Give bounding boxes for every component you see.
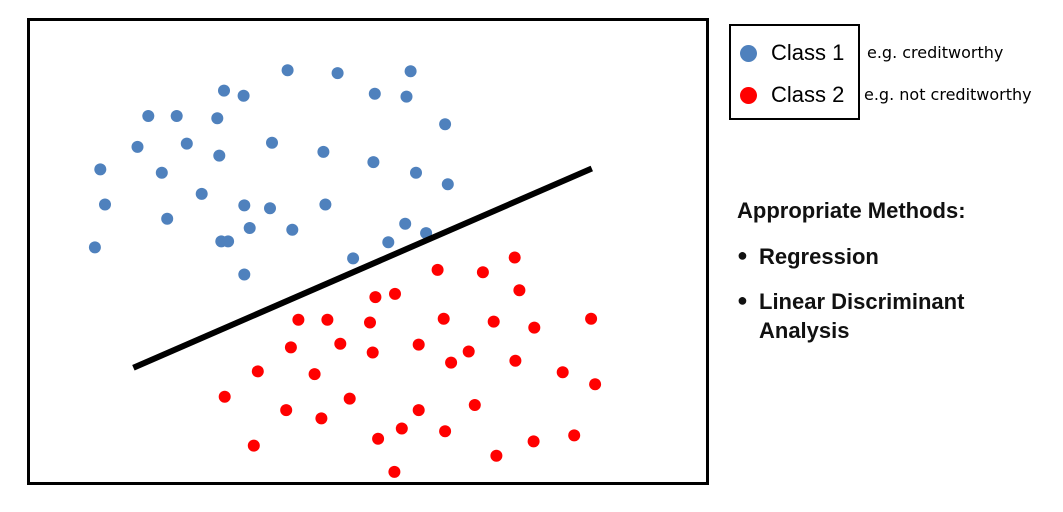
class-1-point	[368, 87, 381, 100]
class-2-point	[369, 291, 382, 304]
class-2-point	[315, 412, 328, 425]
class-1-point	[399, 217, 412, 230]
class-1-point	[410, 166, 422, 179]
class-1-point	[170, 110, 183, 122]
class-1-point	[161, 212, 174, 225]
class-1-point	[317, 145, 330, 158]
class-1-point	[441, 178, 454, 191]
class-2-point	[431, 263, 444, 276]
class-1-point	[439, 118, 452, 131]
class-1-point	[400, 90, 413, 103]
legend-marker-class-2	[740, 86, 757, 104]
class-2-point	[509, 354, 522, 367]
class-2-point	[585, 312, 598, 325]
class-1-point	[243, 222, 256, 234]
legend-label-class-2: Class 2	[771, 82, 845, 107]
class-2-point	[462, 345, 475, 358]
class-1-point	[142, 110, 155, 122]
class-2-point	[218, 390, 231, 403]
class-2-point	[364, 316, 376, 329]
class-2-point	[490, 449, 503, 462]
class-1-point	[131, 140, 144, 153]
class-1-point	[286, 223, 299, 236]
class-2-point	[389, 287, 401, 300]
class-1-point	[404, 65, 417, 78]
method-item-regression: ● Regression	[737, 242, 1039, 271]
class-2-point	[308, 368, 321, 381]
class-2-point	[468, 399, 481, 411]
class-2-point	[251, 365, 264, 378]
legend-label-class-1: Class 1	[771, 40, 845, 65]
class-2-point	[388, 465, 401, 478]
class-2-point	[568, 429, 581, 442]
class-1-point	[264, 202, 276, 215]
legend-note-class-1: e.g. creditworthy	[867, 43, 1004, 62]
class-1-point	[319, 198, 332, 211]
bullet-icon: ●	[737, 290, 748, 310]
bullet-icon: ●	[737, 245, 748, 265]
class-2-point	[528, 321, 541, 334]
class-2-point	[372, 432, 385, 445]
class-2-point	[513, 284, 526, 297]
method-label: Linear Discriminant Analysis	[759, 289, 965, 343]
legend: Class 1 Class 2	[729, 24, 860, 120]
class-1-point	[99, 198, 111, 211]
class-2-point	[412, 338, 425, 351]
methods-heading: Appropriate Methods:	[737, 198, 966, 223]
class-1-point	[94, 163, 107, 176]
class-2-point	[476, 266, 489, 279]
class-1-point	[88, 241, 101, 254]
class-1-point	[213, 149, 226, 162]
decision-boundary-line	[132, 165, 593, 371]
class-1-point	[367, 156, 380, 169]
class-1-point	[238, 199, 251, 212]
class-1-point	[382, 236, 395, 249]
scatter-plot-frame	[27, 18, 709, 485]
class-2-point	[439, 425, 452, 438]
class-2-point	[334, 337, 347, 350]
class-2-point	[437, 312, 450, 325]
class-2-point	[508, 251, 521, 264]
legend-item-class-1: Class 1	[731, 38, 844, 68]
class-2-point	[487, 315, 500, 328]
class-1-point	[180, 137, 193, 150]
class-2-point	[280, 404, 293, 417]
class-2-point	[343, 392, 356, 405]
legend-marker-class-1	[740, 44, 757, 62]
class-2-point	[556, 366, 569, 379]
class-2-point	[366, 346, 379, 359]
method-item-lda: ● Linear Discriminant Analysis	[737, 287, 1039, 345]
method-label: Regression	[759, 244, 879, 269]
class-2-point	[589, 378, 602, 391]
class-1-point	[195, 187, 208, 200]
class-2-point	[321, 313, 334, 326]
legend-item-class-2: Class 2	[731, 80, 844, 110]
class-1-point	[155, 166, 168, 179]
class-2-point	[247, 439, 260, 452]
legend-note-class-2: e.g. not creditworthy	[864, 85, 1032, 104]
class-2-point	[527, 435, 540, 448]
class-1-point	[331, 67, 344, 80]
class-1-point	[281, 64, 294, 77]
class-2-point	[395, 422, 408, 435]
class-2-point	[445, 356, 458, 369]
class-1-point	[237, 89, 250, 102]
class-1-point	[266, 136, 278, 149]
class-1-point	[218, 84, 230, 97]
class-2-point	[284, 341, 297, 354]
class-2-point	[292, 313, 305, 326]
class-1-point	[238, 268, 251, 281]
class-1-point	[222, 235, 235, 248]
class-2-point	[412, 404, 425, 417]
class-1-point	[211, 112, 224, 125]
scatter-plot	[88, 64, 602, 478]
class-1-point	[347, 252, 360, 265]
